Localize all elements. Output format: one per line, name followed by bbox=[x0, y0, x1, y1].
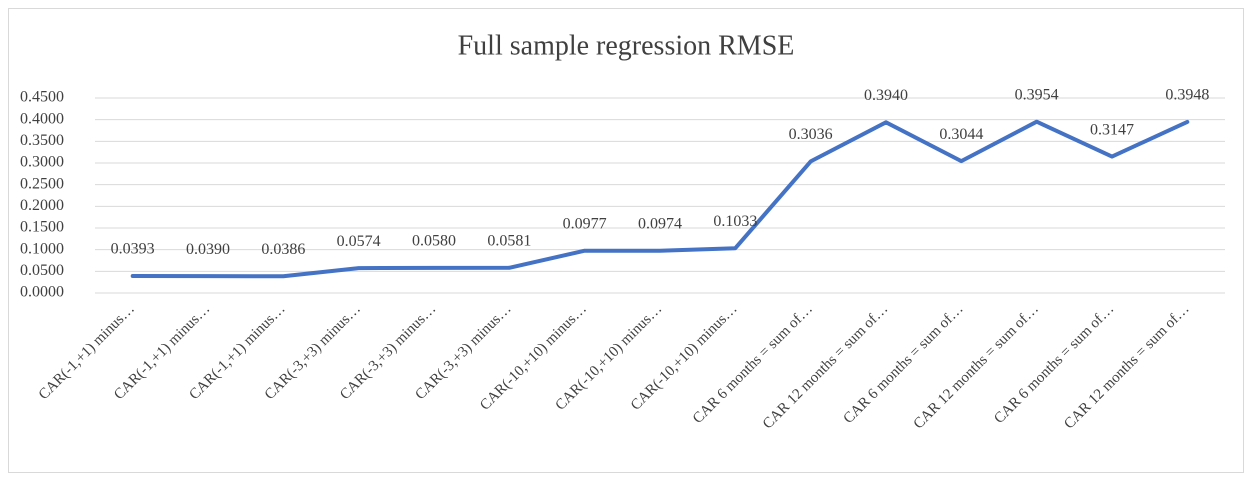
data-label: 0.1033 bbox=[713, 213, 757, 230]
y-tick-label: 0.0500 bbox=[20, 262, 64, 279]
data-label: 0.3940 bbox=[864, 87, 908, 104]
y-tick-label: 0.3500 bbox=[20, 132, 64, 149]
data-label: 0.3948 bbox=[1165, 87, 1209, 104]
y-tick-label: 0.4000 bbox=[20, 110, 64, 127]
line-series bbox=[130, 119, 1190, 279]
data-label: 0.3036 bbox=[789, 126, 833, 143]
y-tick-label: 0.2500 bbox=[20, 175, 64, 192]
y-tick-label: 0.4500 bbox=[20, 89, 64, 106]
data-label: 0.3044 bbox=[939, 126, 983, 143]
data-label: 0.0580 bbox=[412, 233, 456, 250]
y-tick-label: 0.1500 bbox=[20, 219, 64, 236]
data-label: 0.0581 bbox=[487, 232, 531, 249]
y-tick-label: 0.2000 bbox=[20, 197, 64, 214]
data-label: 0.0390 bbox=[186, 241, 230, 258]
chart-title: Full sample regression RMSE bbox=[458, 30, 795, 61]
data-label: 0.3147 bbox=[1090, 121, 1134, 138]
data-label: 0.3954 bbox=[1015, 86, 1059, 103]
y-tick-label: 0.0000 bbox=[20, 284, 64, 301]
data-label: 0.0393 bbox=[111, 241, 155, 258]
data-label: 0.0574 bbox=[337, 233, 381, 250]
data-label: 0.0386 bbox=[261, 241, 305, 258]
y-tick-label: 0.1000 bbox=[20, 240, 64, 257]
chart-border bbox=[8, 8, 1244, 473]
data-label: 0.0977 bbox=[563, 215, 607, 232]
y-tick-label: 0.3000 bbox=[20, 154, 64, 171]
data-label: 0.0974 bbox=[638, 215, 682, 232]
